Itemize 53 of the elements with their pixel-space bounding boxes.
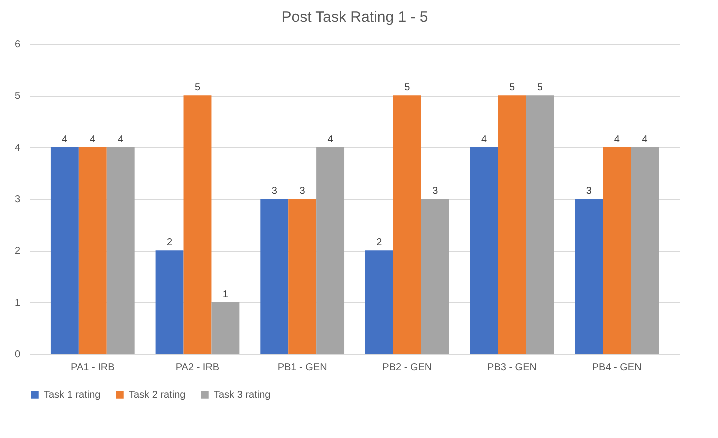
- x-tick-label: PB4 - GEN: [592, 362, 642, 374]
- data-label: 3: [272, 186, 278, 197]
- x-tick-label: PB3 - GEN: [488, 362, 537, 374]
- data-label: 5: [194, 82, 201, 94]
- bar: [184, 96, 212, 354]
- data-label: 3: [432, 186, 439, 197]
- y-tick-label: 1: [14, 298, 21, 309]
- bar: [212, 302, 240, 354]
- bar: [631, 147, 660, 354]
- data-label: 2: [167, 238, 174, 249]
- data-label: 4: [614, 134, 620, 146]
- bar: [498, 96, 526, 354]
- data-label: 5: [509, 82, 516, 94]
- bar: [365, 250, 394, 354]
- bar: [393, 96, 422, 354]
- bar: [78, 147, 107, 354]
- y-tick-label: 0: [14, 350, 21, 360]
- x-tick-label: PB2 - GEN: [382, 362, 432, 374]
- bar: [316, 147, 345, 354]
- bar: [50, 147, 79, 354]
- x-tick-label: PB1 - GEN: [278, 362, 328, 374]
- x-tick-label: PA1 - IRB: [71, 362, 116, 374]
- legend-label: Task 2 rating: [129, 390, 186, 401]
- bar: [421, 199, 450, 354]
- y-tick-label: 3: [14, 194, 21, 206]
- data-label: 4: [118, 134, 124, 146]
- legend-label: Task 3 rating: [214, 390, 271, 401]
- bar: [603, 147, 632, 354]
- x-tick-label: PA2 - IRB: [176, 362, 220, 374]
- y-tick-label: 4: [14, 142, 21, 154]
- bar: [575, 199, 604, 354]
- data-label: 3: [586, 186, 592, 197]
- bar: [288, 199, 317, 354]
- data-label: 4: [328, 134, 334, 146]
- data-label: 4: [90, 134, 96, 146]
- bar: [106, 147, 135, 354]
- y-tick-label: 5: [14, 91, 21, 102]
- data-label: 4: [642, 134, 648, 146]
- data-label: 5: [404, 82, 411, 94]
- legend-label: Task 1 rating: [44, 390, 101, 401]
- data-label: 4: [62, 134, 68, 146]
- y-tick-label: 2: [14, 246, 21, 258]
- data-label: 4: [482, 134, 488, 146]
- chart-title: Post Task Rating 1 - 5: [282, 9, 428, 26]
- bar: [156, 250, 184, 354]
- bar: [470, 147, 498, 354]
- data-label: 5: [537, 82, 544, 94]
- bar: [260, 199, 289, 354]
- data-label: 3: [300, 186, 306, 197]
- data-label: 1: [222, 289, 229, 300]
- bar: [526, 96, 554, 354]
- data-label: 2: [376, 238, 383, 249]
- y-tick-label: 6: [14, 40, 21, 50]
